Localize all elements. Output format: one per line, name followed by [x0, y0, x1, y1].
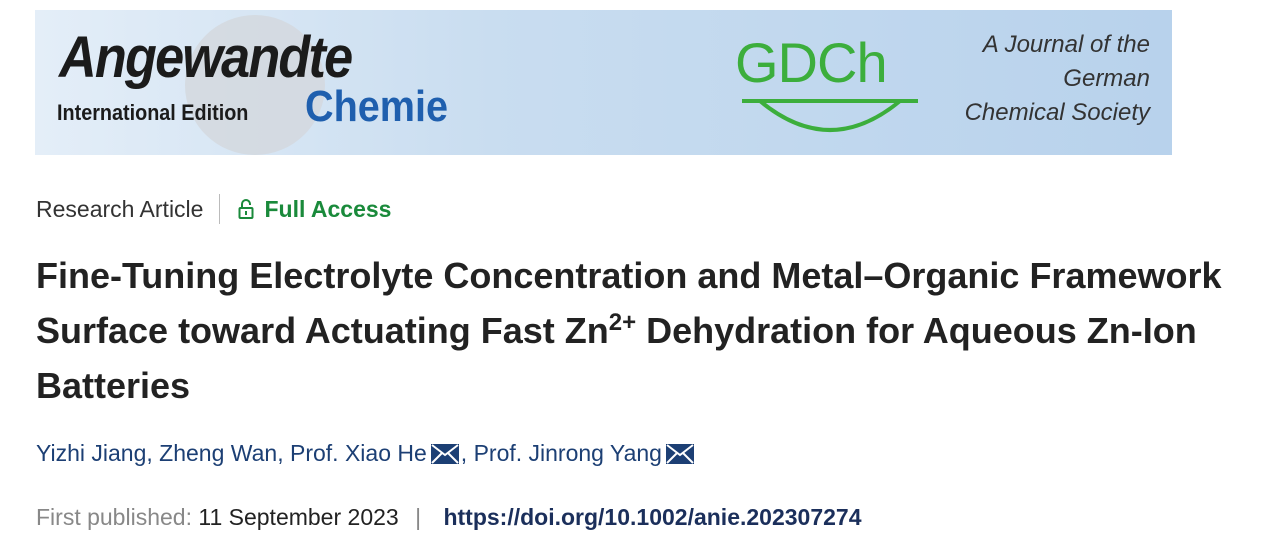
gdch-bowl-icon: [742, 99, 918, 132]
title-text: Dehydration for Aqueous Zn-Ion Batteries: [36, 310, 1197, 406]
author-link[interactable]: Zheng Wan: [159, 440, 278, 466]
author-link[interactable]: Yizhi Jiang: [36, 440, 147, 466]
article-title: Fine-Tuning Electrolyte Concentration an…: [36, 248, 1256, 413]
journal-banner[interactable]: Angewandte International Edition Chemie …: [35, 10, 1172, 155]
title-text: Fine-Tuning Electrolyte Concentration an…: [36, 255, 1222, 351]
tagline-line: A Journal of the: [982, 31, 1150, 58]
article-meta: Research Article Full Access: [36, 194, 391, 224]
doi-link[interactable]: https://doi.org/10.1002/anie.202307274: [443, 504, 862, 530]
published-date: 11 September 2023: [198, 504, 399, 530]
article-type: Research Article: [36, 195, 204, 222]
journal-logo-angewandte: Angewandte: [59, 25, 353, 90]
author-separator: ,: [277, 440, 284, 466]
access-badge: Full Access: [238, 196, 391, 223]
author-separator: ,: [146, 440, 153, 466]
tagline-line: German: [1063, 65, 1150, 92]
journal-edition: International Edition: [57, 100, 249, 125]
author-list: Yizhi Jiang, Zheng Wan, Prof. Xiao He , …: [36, 440, 696, 467]
envelope-icon[interactable]: [665, 443, 694, 464]
author-link[interactable]: Prof. Jinrong Yang: [473, 440, 662, 466]
banner-circle-decoration: [185, 15, 325, 155]
title-superscript: 2+: [608, 309, 637, 336]
divider: |: [415, 504, 422, 530]
access-label: Full Access: [264, 195, 392, 222]
tagline-line: Chemical Society: [964, 99, 1150, 126]
publication-info: First published: 11 September 2023 | htt…: [36, 504, 862, 531]
author-link[interactable]: Prof. Xiao He: [289, 440, 427, 466]
gdch-logo: GDCh: [735, 31, 888, 94]
divider: [219, 194, 221, 224]
lock-open-icon: [238, 199, 254, 219]
envelope-icon[interactable]: [430, 443, 459, 464]
journal-logo-chemie: Chemie: [305, 82, 449, 131]
society-tagline: A Journal of the German Chemical Society: [965, 28, 1150, 130]
published-label: First published:: [36, 504, 192, 530]
author-separator: ,: [460, 440, 468, 466]
